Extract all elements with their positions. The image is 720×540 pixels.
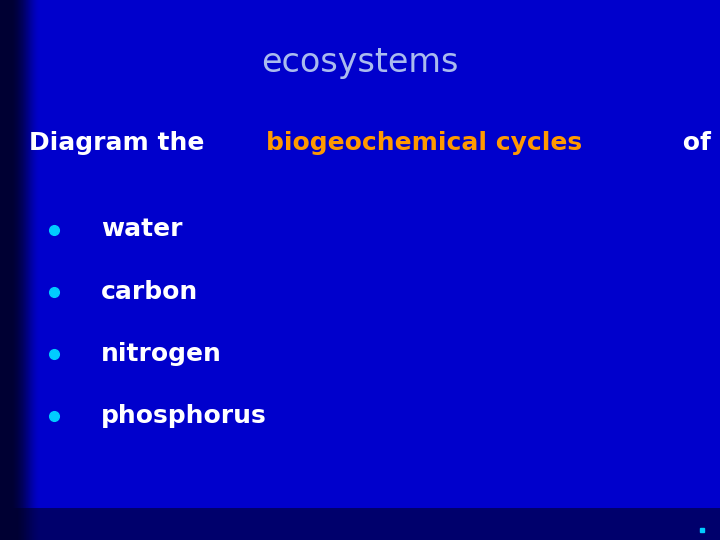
Bar <box>0 0 3 540</box>
Text: water: water <box>101 218 182 241</box>
Bar <box>0 0 30 540</box>
Bar <box>0 508 720 540</box>
Bar <box>0 0 26 540</box>
Bar <box>0 0 22 540</box>
Bar <box>0 0 17 540</box>
Bar <box>0 0 7 540</box>
Bar <box>0 0 13 540</box>
Bar <box>0 0 28 540</box>
Bar <box>0 0 27 540</box>
Bar <box>0 0 21 540</box>
Bar <box>0 0 11 540</box>
Bar <box>0 0 39 540</box>
Bar <box>0 0 32 540</box>
Bar <box>0 0 6 540</box>
Bar <box>0 0 1 540</box>
Text: phosphorus: phosphorus <box>101 404 266 428</box>
Bar <box>0 0 2 540</box>
Bar <box>0 0 34 540</box>
Bar <box>0 0 14 540</box>
Bar <box>0 0 20 540</box>
Bar <box>0 0 9 540</box>
Bar <box>0 0 15 540</box>
Bar <box>0 0 8 540</box>
Bar <box>0 0 23 540</box>
Bar <box>0 0 24 540</box>
Bar <box>0 0 4 540</box>
Bar <box>0 0 38 540</box>
Bar <box>0 0 33 540</box>
Bar <box>0 0 16 540</box>
Bar <box>0 0 29 540</box>
Bar <box>0 0 35 540</box>
Text: carbon: carbon <box>101 280 198 303</box>
Text: ecosystems: ecosystems <box>261 45 459 79</box>
Text: nitrogen: nitrogen <box>101 342 222 366</box>
Text: of: of <box>675 131 711 155</box>
Bar <box>0 0 12 540</box>
Text: biogeochemical cycles: biogeochemical cycles <box>266 131 582 155</box>
Bar <box>0 0 37 540</box>
Text: Diagram the: Diagram the <box>29 131 213 155</box>
Bar <box>0 0 31 540</box>
Bar <box>0 0 10 540</box>
Bar <box>0 0 36 540</box>
Bar <box>0 0 18 540</box>
Bar <box>0 0 40 540</box>
Bar <box>0 0 25 540</box>
Bar <box>0 0 5 540</box>
Bar <box>0 0 19 540</box>
